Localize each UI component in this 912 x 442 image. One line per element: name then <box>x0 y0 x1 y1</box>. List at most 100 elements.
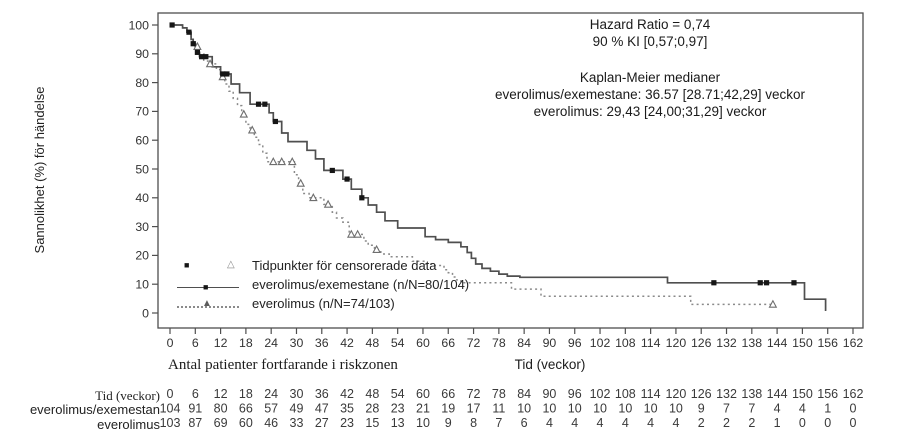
risk-table-value: 7 <box>723 402 730 416</box>
risk-table-value: 102 <box>590 387 611 401</box>
legend-series2-label: everolimus (n/N=74/103) <box>252 296 395 311</box>
censor-triangle-marker <box>287 157 297 166</box>
risk-table-value: 4 <box>571 416 578 430</box>
confidence-interval-text: 90 % KI [0,57;0,97] <box>592 34 708 49</box>
risk-table-value: 4 <box>597 416 604 430</box>
censor-square-marker <box>262 101 268 107</box>
risk-table-value: 18 <box>239 387 253 401</box>
risk-table-value: 30 <box>290 387 304 401</box>
x-tick-label: 90 <box>543 336 557 350</box>
risk-table-value: 84 <box>517 387 531 401</box>
annotation-spacer <box>450 50 850 69</box>
risk-table-value: 28 <box>365 402 379 416</box>
x-tick-label: 108 <box>615 336 636 350</box>
risk-table-value: 17 <box>467 402 481 416</box>
censor-square-marker <box>791 280 797 286</box>
risk-table-value: 10 <box>517 402 531 416</box>
risk-table-value: 15 <box>365 416 379 430</box>
risk-table-value: 91 <box>188 402 202 416</box>
y-tick-label: 40 <box>135 191 149 205</box>
y-tick-label: 30 <box>135 220 149 234</box>
risk-table-value: 0 <box>850 402 857 416</box>
risk-table-value: 23 <box>340 416 354 430</box>
censor-triangle-marker <box>239 109 249 118</box>
y-tick-label: 60 <box>135 134 149 148</box>
y-tick-label: 10 <box>135 278 149 292</box>
censor-triangle-marker <box>309 193 318 202</box>
x-tick-label: 78 <box>492 336 506 350</box>
censor-triangle-marker <box>372 244 381 253</box>
risk-table-value: 4 <box>546 416 553 430</box>
risk-table-title: Antal patienter fortfarande i riskzonen <box>168 357 398 373</box>
censor-square-marker <box>763 280 770 286</box>
risk-row-label-mono: everolimus <box>97 417 160 432</box>
risk-table-value: 80 <box>214 402 228 416</box>
legend-solid-square-icon: ■ <box>203 282 209 292</box>
risk-table-value: 60 <box>416 387 430 401</box>
risk-table-value: 4 <box>774 402 781 416</box>
legend-solid-line-sample <box>177 287 239 288</box>
censor-square-marker <box>757 280 763 286</box>
risk-table-value: 0 <box>799 416 806 430</box>
risk-row-label-time: Tid (veckor) <box>95 388 160 403</box>
risk-table-value: 138 <box>741 387 762 401</box>
km-median-mono-text: everolimus: 29,43 [24,00;31,29] veckor <box>533 104 767 119</box>
risk-table-value: 8 <box>470 416 477 430</box>
x-tick-label: 12 <box>214 336 228 350</box>
risk-table-value: 57 <box>264 402 278 416</box>
x-tick-label: 54 <box>391 336 405 350</box>
censor-triangle-marker <box>268 157 278 166</box>
risk-table-value: 47 <box>315 402 329 416</box>
risk-table-value: 10 <box>568 402 582 416</box>
x-tick-label: 120 <box>666 336 687 350</box>
risk-table-value: 48 <box>365 387 379 401</box>
risk-table-value: 19 <box>441 402 455 416</box>
legend-censored-triangle-icon: △ <box>227 259 235 270</box>
risk-table-value: 6 <box>192 387 199 401</box>
risk-table-value: 108 <box>615 387 636 401</box>
risk-table-value: 10 <box>593 402 607 416</box>
risk-table-value: 9 <box>698 402 705 416</box>
risk-table-value: 49 <box>290 402 304 416</box>
risk-table-value: 2 <box>698 416 705 430</box>
risk-table-value: 66 <box>239 402 253 416</box>
y-tick-label: 70 <box>135 105 149 119</box>
risk-table-value: 2 <box>723 416 730 430</box>
censor-triangle-marker <box>353 229 362 238</box>
risk-table-value: 42 <box>340 387 354 401</box>
risk-table-value: 87 <box>188 416 202 430</box>
risk-table-value: 27 <box>315 416 329 430</box>
risk-table-value: 10 <box>416 416 430 430</box>
risk-table-value: 150 <box>792 387 813 401</box>
risk-table-value: 7 <box>748 402 755 416</box>
risk-table-value: 10 <box>618 402 632 416</box>
x-tick-label: 66 <box>441 336 455 350</box>
risk-table-value: 46 <box>264 416 278 430</box>
risk-table-value: 0 <box>850 416 857 430</box>
risk-table-value: 162 <box>843 387 864 401</box>
risk-table-value: 4 <box>672 416 679 430</box>
risk-table-value: 72 <box>467 387 481 401</box>
x-tick-label: 150 <box>792 336 813 350</box>
censor-square-marker <box>329 167 335 174</box>
censor-triangle-marker <box>323 199 333 208</box>
risk-table-value: 60 <box>239 416 253 430</box>
risk-table-value: 35 <box>340 402 354 416</box>
x-tick-label: 24 <box>264 336 278 350</box>
censor-square-marker <box>344 176 350 182</box>
x-tick-label: 114 <box>641 336 661 350</box>
risk-table-value: 1 <box>824 402 831 416</box>
risk-table-value: 4 <box>799 402 806 416</box>
plot-border <box>157 12 864 329</box>
risk-table-value: 9 <box>445 416 452 430</box>
censor-triangle-marker <box>296 178 306 187</box>
risk-table-value: 0 <box>824 416 831 430</box>
y-tick-label: 0 <box>142 306 149 320</box>
risk-table-value: 66 <box>441 387 455 401</box>
censor-square-marker <box>190 41 196 47</box>
risk-table-value: 114 <box>641 387 661 401</box>
x-tick-label: 138 <box>742 336 763 350</box>
censor-triangle-marker <box>768 299 778 308</box>
risk-table-value: 2 <box>748 416 755 430</box>
x-tick-label: 30 <box>290 336 304 350</box>
